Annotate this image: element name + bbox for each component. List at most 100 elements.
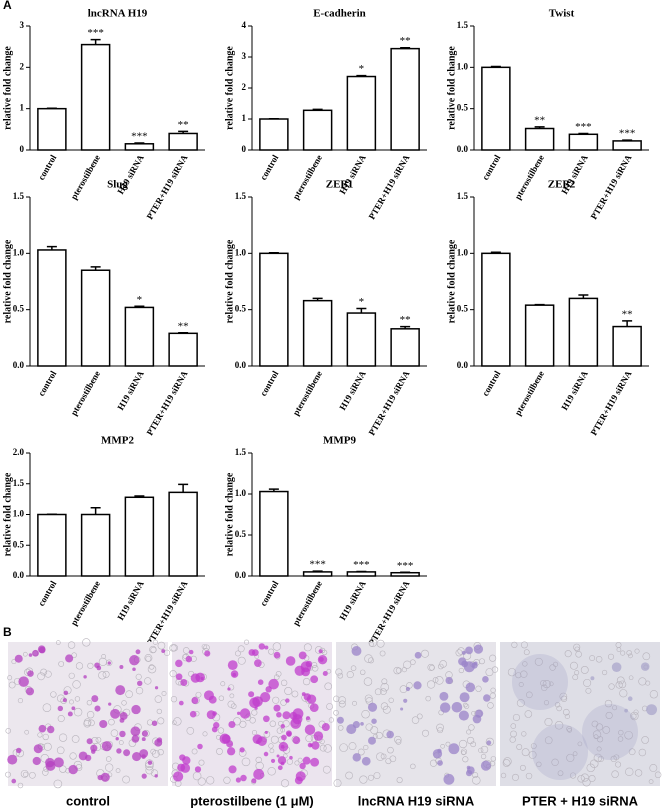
stain bbox=[188, 649, 194, 655]
y-tick-label: 0.0 bbox=[457, 144, 469, 154]
stain bbox=[299, 762, 306, 770]
cell bbox=[144, 677, 152, 685]
cell bbox=[638, 748, 647, 757]
cell bbox=[580, 666, 589, 674]
cell bbox=[150, 748, 157, 755]
y-axis-label: relative fold change bbox=[2, 239, 13, 323]
cell bbox=[580, 773, 589, 782]
cell bbox=[649, 764, 658, 772]
cell bbox=[17, 782, 24, 789]
cell bbox=[645, 680, 651, 686]
cell bbox=[543, 700, 550, 706]
cell bbox=[596, 736, 604, 743]
stain bbox=[254, 706, 258, 710]
stain bbox=[141, 737, 146, 742]
error-bar bbox=[534, 303, 545, 306]
cell bbox=[509, 736, 516, 743]
cell bbox=[435, 676, 444, 685]
stain bbox=[25, 687, 35, 696]
stain bbox=[311, 741, 320, 750]
stain bbox=[239, 708, 251, 719]
cell bbox=[468, 724, 475, 731]
y-tick-label: 1.5 bbox=[13, 478, 25, 488]
cell bbox=[480, 745, 489, 754]
stain bbox=[292, 736, 301, 745]
bar bbox=[259, 118, 289, 151]
cell bbox=[22, 651, 28, 657]
cell bbox=[182, 653, 188, 659]
cell bbox=[521, 731, 527, 737]
cell bbox=[516, 744, 523, 750]
stain bbox=[646, 704, 658, 716]
cell bbox=[67, 641, 76, 649]
stain bbox=[123, 749, 131, 757]
cell bbox=[463, 703, 470, 709]
y-tick-label: 0 bbox=[20, 144, 25, 154]
cell bbox=[20, 769, 29, 778]
cell bbox=[379, 650, 386, 657]
x-tick-label: PTER+H19 siRNA bbox=[145, 369, 190, 438]
stain bbox=[309, 703, 319, 713]
cell bbox=[163, 649, 171, 656]
cell bbox=[147, 664, 157, 674]
stain bbox=[273, 651, 281, 659]
stain bbox=[413, 681, 422, 690]
stain bbox=[263, 715, 270, 723]
cell bbox=[466, 729, 472, 735]
cell bbox=[121, 700, 127, 706]
cell bbox=[280, 699, 287, 706]
stain bbox=[252, 696, 263, 707]
stain bbox=[285, 730, 292, 737]
error-bar bbox=[134, 142, 145, 144]
x-tick-label: control bbox=[480, 153, 503, 182]
cell bbox=[217, 727, 225, 734]
cell bbox=[503, 757, 512, 766]
x-tick-label: pterostilbene bbox=[291, 579, 325, 627]
stain bbox=[248, 649, 256, 656]
cell bbox=[421, 649, 429, 658]
cell bbox=[333, 710, 339, 716]
cell bbox=[522, 661, 528, 667]
stain bbox=[465, 682, 476, 693]
stain bbox=[32, 756, 41, 766]
stain bbox=[227, 660, 238, 671]
cell bbox=[75, 662, 84, 670]
bar bbox=[524, 304, 555, 367]
cell bbox=[437, 727, 444, 734]
cell bbox=[154, 695, 163, 703]
significance: ** bbox=[400, 314, 411, 326]
cell bbox=[593, 734, 599, 740]
cell bbox=[58, 733, 68, 742]
significance: *** bbox=[619, 128, 636, 140]
cell bbox=[145, 766, 154, 775]
stain bbox=[278, 741, 289, 752]
stain bbox=[627, 696, 633, 702]
micrograph bbox=[500, 641, 662, 787]
stain bbox=[18, 676, 29, 687]
y-tick-label: 0.0 bbox=[457, 360, 469, 370]
cell bbox=[519, 764, 526, 771]
stain bbox=[141, 773, 147, 779]
y-tick-label: 1.0 bbox=[457, 61, 469, 71]
stain bbox=[213, 722, 220, 729]
stain bbox=[322, 670, 328, 677]
cell bbox=[518, 681, 524, 687]
stain bbox=[255, 740, 260, 744]
stain bbox=[230, 670, 239, 678]
bar bbox=[168, 332, 198, 367]
bar bbox=[259, 252, 289, 367]
cell bbox=[523, 649, 530, 656]
cell bbox=[500, 772, 507, 779]
stain bbox=[352, 753, 361, 762]
stain bbox=[405, 686, 411, 692]
stain bbox=[107, 661, 111, 665]
stain bbox=[482, 676, 489, 683]
cell bbox=[82, 638, 91, 647]
significance: *** bbox=[353, 559, 370, 571]
x-tick-label: H19 siRNA bbox=[337, 369, 368, 412]
bar bbox=[168, 132, 198, 151]
bar bbox=[302, 299, 333, 367]
cell bbox=[429, 759, 438, 767]
cell bbox=[556, 705, 562, 712]
